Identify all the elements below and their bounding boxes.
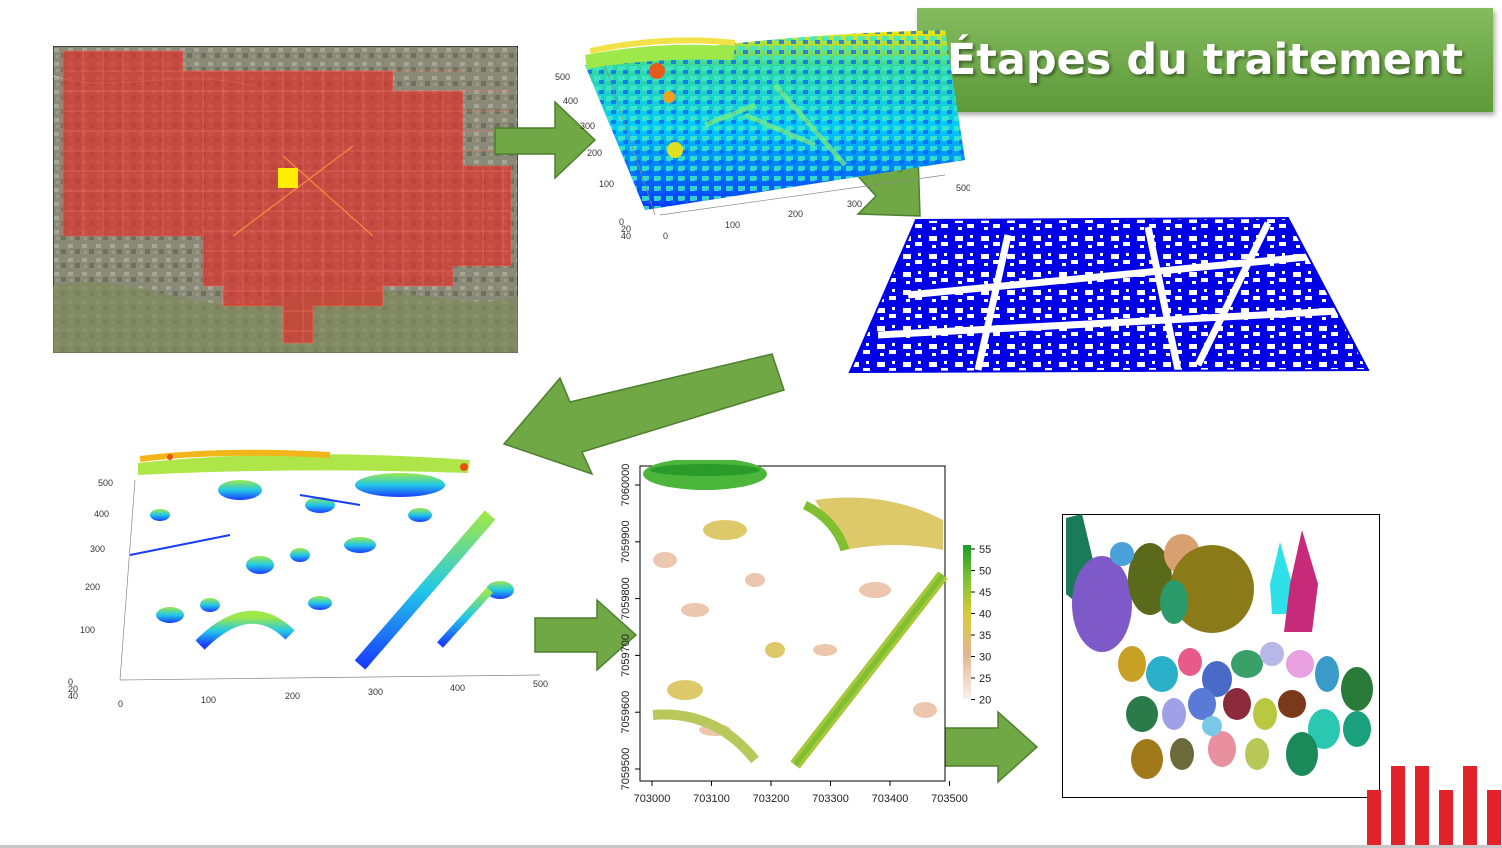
y-axis-ticks: 500 400 300 200 100 bbox=[80, 478, 113, 635]
x-tick-label: 703000 bbox=[634, 793, 671, 805]
tick-label: 500 bbox=[533, 679, 548, 689]
legend-tick-label: 35 bbox=[979, 630, 991, 642]
tick-label: 300 bbox=[368, 687, 383, 697]
tick-label: 200 bbox=[285, 691, 300, 701]
tick-label: 400 bbox=[563, 96, 578, 106]
legend-tick-label: 20 bbox=[979, 695, 991, 707]
tick-label: 0 bbox=[68, 677, 73, 687]
title-banner: Étapes du traitement bbox=[917, 8, 1493, 112]
building-footprint-map bbox=[848, 216, 1370, 374]
y-tick-label: 7059600 bbox=[620, 691, 632, 734]
x-tick-label: 703400 bbox=[872, 793, 909, 805]
arrow-right-icon bbox=[494, 100, 597, 180]
vegetation-cloud-3d: 500 400 300 200 100 0 20 40 0 100 200 30… bbox=[68, 449, 548, 709]
y-axis-ticks: 7060000 7059900 7059800 7059700 7059600 70595… bbox=[620, 464, 640, 791]
tick-label: 300 bbox=[580, 121, 595, 131]
tick-label: 40 bbox=[68, 691, 78, 701]
legend-tick-label: 30 bbox=[979, 652, 991, 664]
y-tick-label: 7059500 bbox=[620, 748, 632, 791]
tick-label: 20 bbox=[68, 684, 78, 694]
arrow-right-icon bbox=[935, 710, 1039, 784]
tick-label: 300 bbox=[847, 199, 862, 209]
arrow-down-left-icon bbox=[502, 353, 785, 476]
tick-label: 100 bbox=[80, 625, 95, 635]
tick-label: 500 bbox=[956, 183, 970, 193]
legend-tick-label: 50 bbox=[979, 566, 991, 578]
x-tick-label: 703500 bbox=[931, 793, 968, 805]
selected-tile bbox=[278, 168, 298, 188]
tick-label: 0 bbox=[118, 699, 123, 709]
legend-tick-label: 40 bbox=[979, 609, 991, 621]
x-tick-label: 703100 bbox=[693, 793, 730, 805]
x-tick-label: 703200 bbox=[753, 793, 790, 805]
tick-label: 100 bbox=[725, 220, 740, 230]
y-tick-label: 7059800 bbox=[620, 577, 632, 620]
tick-label: 500 bbox=[98, 478, 113, 488]
x-axis-ticks: 0 100 200 300 400 500 bbox=[118, 679, 548, 709]
university-logo-icon bbox=[1367, 766, 1501, 848]
page-title: Étapes du traitement bbox=[946, 35, 1464, 85]
z-axis-ticks: 0 20 40 bbox=[68, 677, 78, 701]
tick-label: 100 bbox=[599, 179, 614, 189]
tick-label: 200 bbox=[587, 148, 602, 158]
tick-label: 400 bbox=[94, 509, 109, 519]
satellite-grid-map bbox=[53, 46, 518, 353]
tick-label: 400 bbox=[450, 683, 465, 693]
x-tick-label: 703300 bbox=[812, 793, 849, 805]
tick-label: 200 bbox=[85, 582, 100, 592]
x-axis-ticks: 703000 703100 703200 703300 703400 703500 bbox=[634, 781, 968, 805]
x-axis-ticks: 0 100 200 300 500 bbox=[663, 183, 970, 241]
y-tick-label: 7059700 bbox=[620, 634, 632, 677]
legend-tick-label: 45 bbox=[979, 587, 991, 599]
tick-label: 300 bbox=[90, 544, 105, 554]
footer-divider bbox=[0, 845, 1502, 848]
tick-label: 100 bbox=[201, 695, 216, 705]
tick-label: 0 bbox=[663, 231, 668, 241]
tick-label: 200 bbox=[788, 209, 803, 219]
legend-tick-label: 55 bbox=[979, 544, 991, 556]
point-cloud-3d-full: 500 400 300 200 100 0 20 40 0 100 200 30… bbox=[555, 30, 970, 241]
legend-tick-label: 25 bbox=[979, 673, 991, 685]
y-tick-label: 7060000 bbox=[620, 464, 632, 507]
arrow-right-icon bbox=[534, 598, 638, 672]
tree-segmentation bbox=[1062, 514, 1380, 798]
y-tick-label: 7059900 bbox=[620, 520, 632, 563]
z-axis-ticks: 0 20 40 bbox=[619, 217, 631, 241]
color-legend: 55 50 45 40 35 30 25 20 bbox=[963, 544, 991, 707]
tick-label: 0 bbox=[619, 217, 624, 227]
tick-label: 500 bbox=[555, 72, 570, 82]
y-axis-ticks: 500 400 300 200 100 bbox=[555, 72, 614, 189]
canopy-height-raster: 55 50 45 40 35 30 25 20 703000 703100 703200 70330… bbox=[620, 460, 991, 805]
tick-label: 40 bbox=[621, 231, 631, 241]
tick-label: 20 bbox=[621, 224, 631, 234]
